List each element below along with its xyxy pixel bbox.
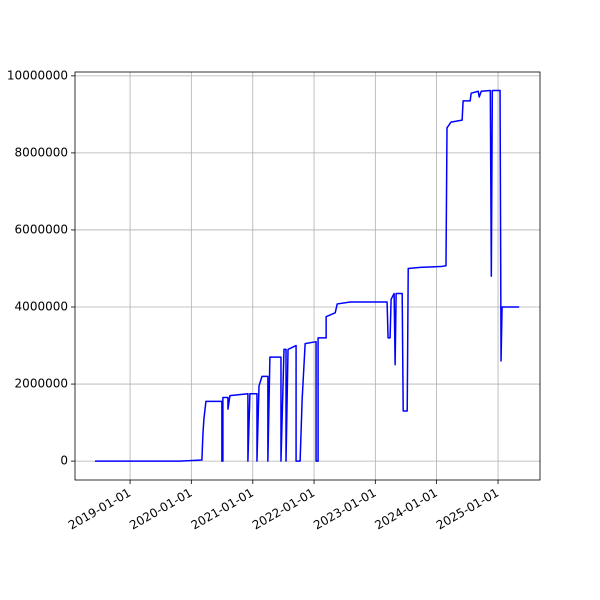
y-tick-label: 6000000 [15, 222, 68, 236]
x-tick-label: 2025-01-01 [434, 486, 501, 533]
y-tick-label: 2000000 [15, 377, 68, 391]
y-tick-label: 10000000 [7, 68, 68, 82]
x-tick-label: 2020-01-01 [127, 486, 194, 533]
y-tick-label: 8000000 [15, 145, 68, 159]
y-tick-label: 0 [60, 454, 68, 468]
x-tick-label: 2024-01-01 [372, 486, 439, 533]
x-tick-label: 2022-01-01 [250, 486, 317, 533]
data-line [94, 89, 520, 462]
x-tick-label: 2021-01-01 [189, 486, 256, 533]
plot-frame [74, 71, 541, 481]
x-tick-label: 2019-01-01 [66, 486, 133, 533]
y-tick-label: 4000000 [15, 300, 68, 314]
x-tick-label: 2023-01-01 [311, 486, 378, 533]
